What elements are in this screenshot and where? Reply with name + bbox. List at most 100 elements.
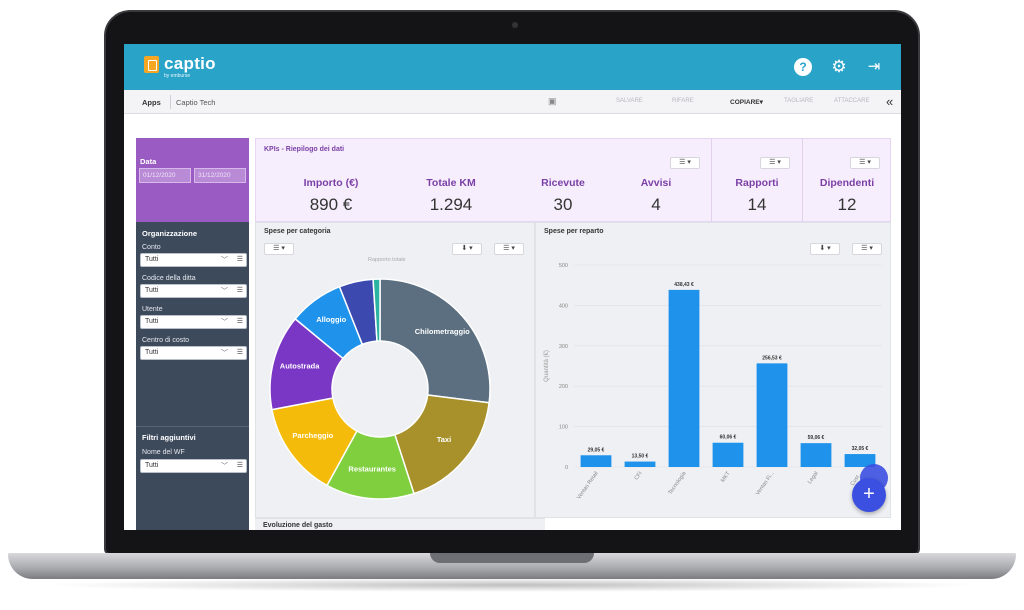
organization-filter: Organizzazione Conto Tutti ﹀ ☰ Codice dell…: [136, 222, 249, 530]
reports-settings-button[interactable]: ☰ ▾: [760, 157, 790, 169]
account-label: Conto: [142, 244, 161, 251]
wf-name-select[interactable]: Tutti ﹀ ☰: [140, 459, 247, 473]
undo-button[interactable]: SALVARE: [616, 98, 643, 104]
bar: [712, 442, 744, 467]
category-settings-button[interactable]: ☰ ▾: [494, 243, 524, 255]
donut-slice-label: Parcheggio: [292, 431, 333, 440]
bar: [580, 455, 612, 467]
bar-data-label: 60,06 €: [720, 435, 737, 441]
chevron-down-icon: ﹀: [221, 463, 228, 470]
kpi-divider: [711, 139, 712, 223]
chevron-down-icon: ﹀: [221, 319, 228, 326]
kpi-km-label: Totale KM: [426, 177, 476, 189]
category-panel: Spese per categoria ☰ ▾ ⬇ ▾ ☰ ▾ Rapporto…: [255, 222, 535, 518]
donut-slice: [372, 278, 381, 342]
user-select[interactable]: Tutti ﹀ ☰: [140, 315, 247, 329]
tune-icon[interactable]: ☰: [236, 256, 243, 263]
y-tick-label: 200: [559, 384, 568, 390]
logout-icon[interactable]: ⇥: [867, 58, 881, 75]
category-download-button[interactable]: ⬇ ▾: [452, 243, 482, 255]
company-code-value: Tutti: [145, 287, 159, 294]
kpi-settings-button[interactable]: ☰ ▾: [670, 157, 700, 169]
user-value: Tutti: [145, 318, 159, 325]
kpi-km-value: 1.294: [429, 195, 473, 214]
x-tick-label: Legal: [807, 471, 820, 485]
cost-center-select[interactable]: Tutti ﹀ ☰: [140, 346, 247, 360]
y-axis-label: Quantità (€): [544, 350, 550, 382]
company-code-label: Codice della ditta: [142, 275, 196, 282]
help-icon[interactable]: ?: [794, 58, 812, 76]
extra-filters-title: Filtri aggiuntivi: [142, 433, 196, 442]
donut-slice-label: Chilometraggio: [415, 327, 470, 336]
donut-slice-label: Autostrada: [280, 361, 320, 370]
company-code-select[interactable]: Tutti ﹀ ☰: [140, 284, 247, 298]
kpi-alerts-value: 4: [651, 195, 661, 214]
bar-data-label: 438,43 €: [674, 282, 694, 288]
date-label: Data: [140, 157, 157, 166]
toolbar: Apps Captio Tech ▣ SALVARE RIFARE COPIAR…: [124, 90, 901, 114]
tune-icon[interactable]: ☰: [236, 349, 243, 356]
kpi-employees-value: 12: [837, 195, 857, 214]
employees-settings-button[interactable]: ☰ ▾: [850, 157, 880, 169]
tune-icon[interactable]: ☰: [236, 462, 243, 469]
laptop-notch: [430, 553, 594, 563]
kpi-amount-label: Importo (€): [303, 177, 359, 189]
evolution-panel: Evoluzione del gasto: [255, 518, 545, 530]
bar-data-label: 59,06 €: [808, 435, 825, 441]
bar: [756, 363, 788, 467]
department-bar-chart: 0 100 200 300 400 500 Quantità (€) 29,05 € Venta…: [544, 263, 882, 501]
bar-data-label: 13,50 €: [632, 454, 649, 460]
bar: [800, 443, 832, 467]
user-label: Utente: [142, 306, 163, 313]
bar: [624, 461, 656, 467]
paste-button[interactable]: ATTACCARE: [834, 98, 870, 104]
save-icon[interactable]: ▣: [548, 96, 557, 106]
category-chart-caption: Rapporto totale: [368, 257, 406, 263]
account-value: Tutti: [145, 256, 159, 263]
camera-dot: [512, 22, 518, 28]
donut-slice: [393, 394, 490, 495]
screen: captio by emburse ? ⚙ ⇥ Apps Captio Tech…: [124, 44, 901, 530]
department-panel: Spese per reparto ⬇ ▾ ☰ ▾ 0 100 200 300 400 5…: [535, 222, 891, 518]
x-tick-label: Ventas Fi...: [755, 470, 776, 496]
x-tick-label: CFI: [634, 470, 644, 481]
bar-data-label: 32,05 €: [852, 446, 869, 452]
bar: [668, 289, 700, 467]
brand-name: captio: [164, 54, 216, 73]
department-settings-button[interactable]: ☰ ▾: [852, 243, 882, 255]
bar-data-label: 256,53 €: [762, 355, 782, 361]
kpi-title: KPIs - Riepilogo dei dati: [264, 146, 345, 153]
donut-slice-label: Alloggio: [316, 315, 346, 324]
kpi-employees-label: Dipendenti: [819, 177, 875, 189]
x-tick-label: Tecnología: [667, 470, 688, 496]
department-panel-title: Spese per reparto: [544, 228, 604, 235]
breadcrumb[interactable]: Captio Tech: [176, 98, 216, 107]
category-view-button[interactable]: ☰ ▾: [264, 243, 294, 255]
account-select[interactable]: Tutti ﹀ ☰: [140, 253, 247, 267]
date-from-input[interactable]: 01/12/2020: [139, 168, 191, 183]
collapse-icon[interactable]: «: [886, 94, 894, 109]
kpi-alerts-label: Avvisi: [640, 177, 672, 189]
apps-link[interactable]: Apps: [142, 98, 161, 107]
kpi-amount-value: 890 €: [309, 195, 353, 214]
date-to-input[interactable]: 31/12/2020: [194, 168, 246, 183]
donut-slice-label: Restaurantes: [348, 465, 396, 474]
x-tick-label: MKT: [720, 470, 732, 483]
department-download-button[interactable]: ⬇ ▾: [810, 243, 840, 255]
top-bar: captio by emburse ? ⚙ ⇥: [124, 44, 901, 90]
organization-title: Organizzazione: [142, 229, 198, 238]
laptop-shadow: [40, 578, 984, 592]
tune-icon[interactable]: ☰: [236, 287, 243, 294]
cost-center-value: Tutti: [145, 349, 159, 356]
copy-button[interactable]: COPIARE▾: [730, 99, 763, 106]
add-button[interactable]: +: [852, 478, 886, 512]
kpi-reports-value: 14: [747, 195, 767, 214]
cut-button[interactable]: TAGLIARE: [784, 98, 814, 104]
wf-name-value: Tutti: [145, 462, 159, 469]
evolution-panel-title: Evoluzione del gasto: [263, 522, 333, 529]
gear-icon[interactable]: ⚙: [831, 57, 847, 76]
chevron-down-icon: ﹀: [221, 350, 228, 357]
redo-button[interactable]: RIFARE: [672, 98, 694, 104]
y-tick-label: 300: [559, 344, 568, 350]
tune-icon[interactable]: ☰: [236, 318, 243, 325]
